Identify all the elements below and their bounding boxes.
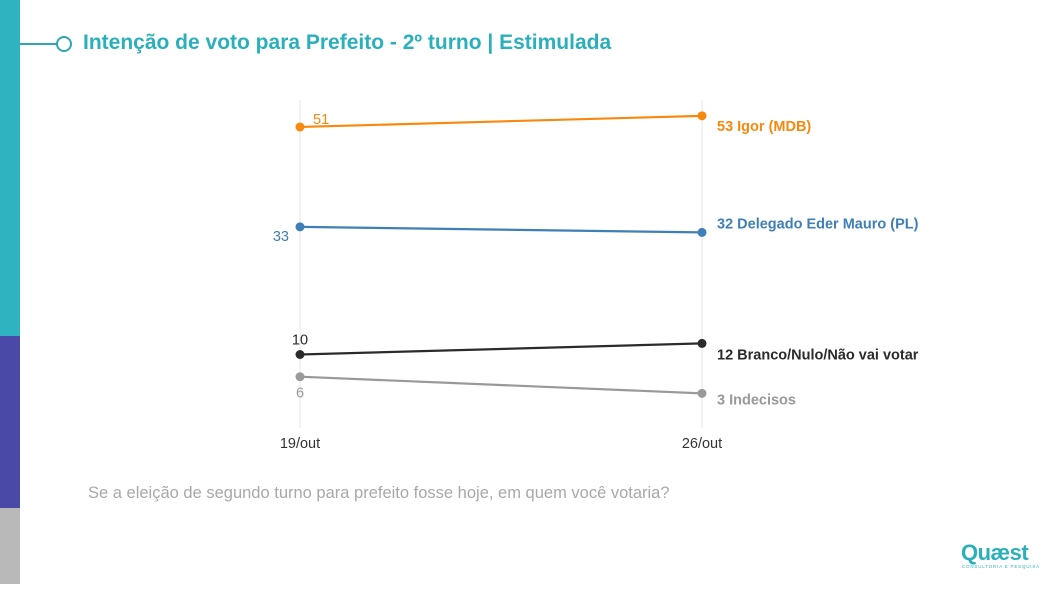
x-tick-label: 26/out: [682, 436, 722, 452]
data-point: [697, 111, 707, 121]
title-decor-line: [20, 43, 58, 45]
data-point: [295, 372, 305, 382]
x-tick-label: 19/out: [280, 436, 320, 452]
brand-name: Quæst: [961, 540, 1029, 565]
series-line: [299, 225, 703, 234]
data-label: 6: [296, 386, 304, 402]
survey-question: Se a eleição de segundo turno para prefe…: [88, 484, 670, 502]
series-line: [299, 114, 703, 129]
series-end-label: 53 Igor (MDB): [717, 119, 811, 135]
data-point: [295, 222, 305, 232]
series-end-label: 32 Delegado Eder Mauro (PL): [717, 216, 919, 232]
series-end-label: 12 Branco/Nulo/Não vai votar: [717, 347, 919, 363]
series-line: [299, 342, 703, 356]
data-label: 33: [273, 229, 289, 245]
data-point: [295, 122, 305, 132]
brand-tagline: CONSULTORIA E PESQUISA: [962, 564, 1040, 569]
data-point: [697, 388, 707, 398]
title-decor-circle: [56, 36, 72, 52]
side-accent-gray: [0, 508, 20, 584]
series-line: [299, 375, 703, 395]
data-label: 10: [292, 333, 308, 349]
side-accent-teal: [0, 0, 20, 336]
data-label: 51: [313, 112, 329, 128]
series-end-label: 3 Indecisos: [717, 392, 796, 408]
side-accent-indigo: [0, 336, 20, 508]
page-title: Intenção de voto para Prefeito - 2º turn…: [83, 31, 612, 54]
data-point: [697, 338, 707, 348]
brand-logo: Quæst CONSULTORIA E PESQUISA: [961, 540, 1041, 572]
data-point: [295, 350, 305, 359]
data-point: [697, 227, 707, 237]
